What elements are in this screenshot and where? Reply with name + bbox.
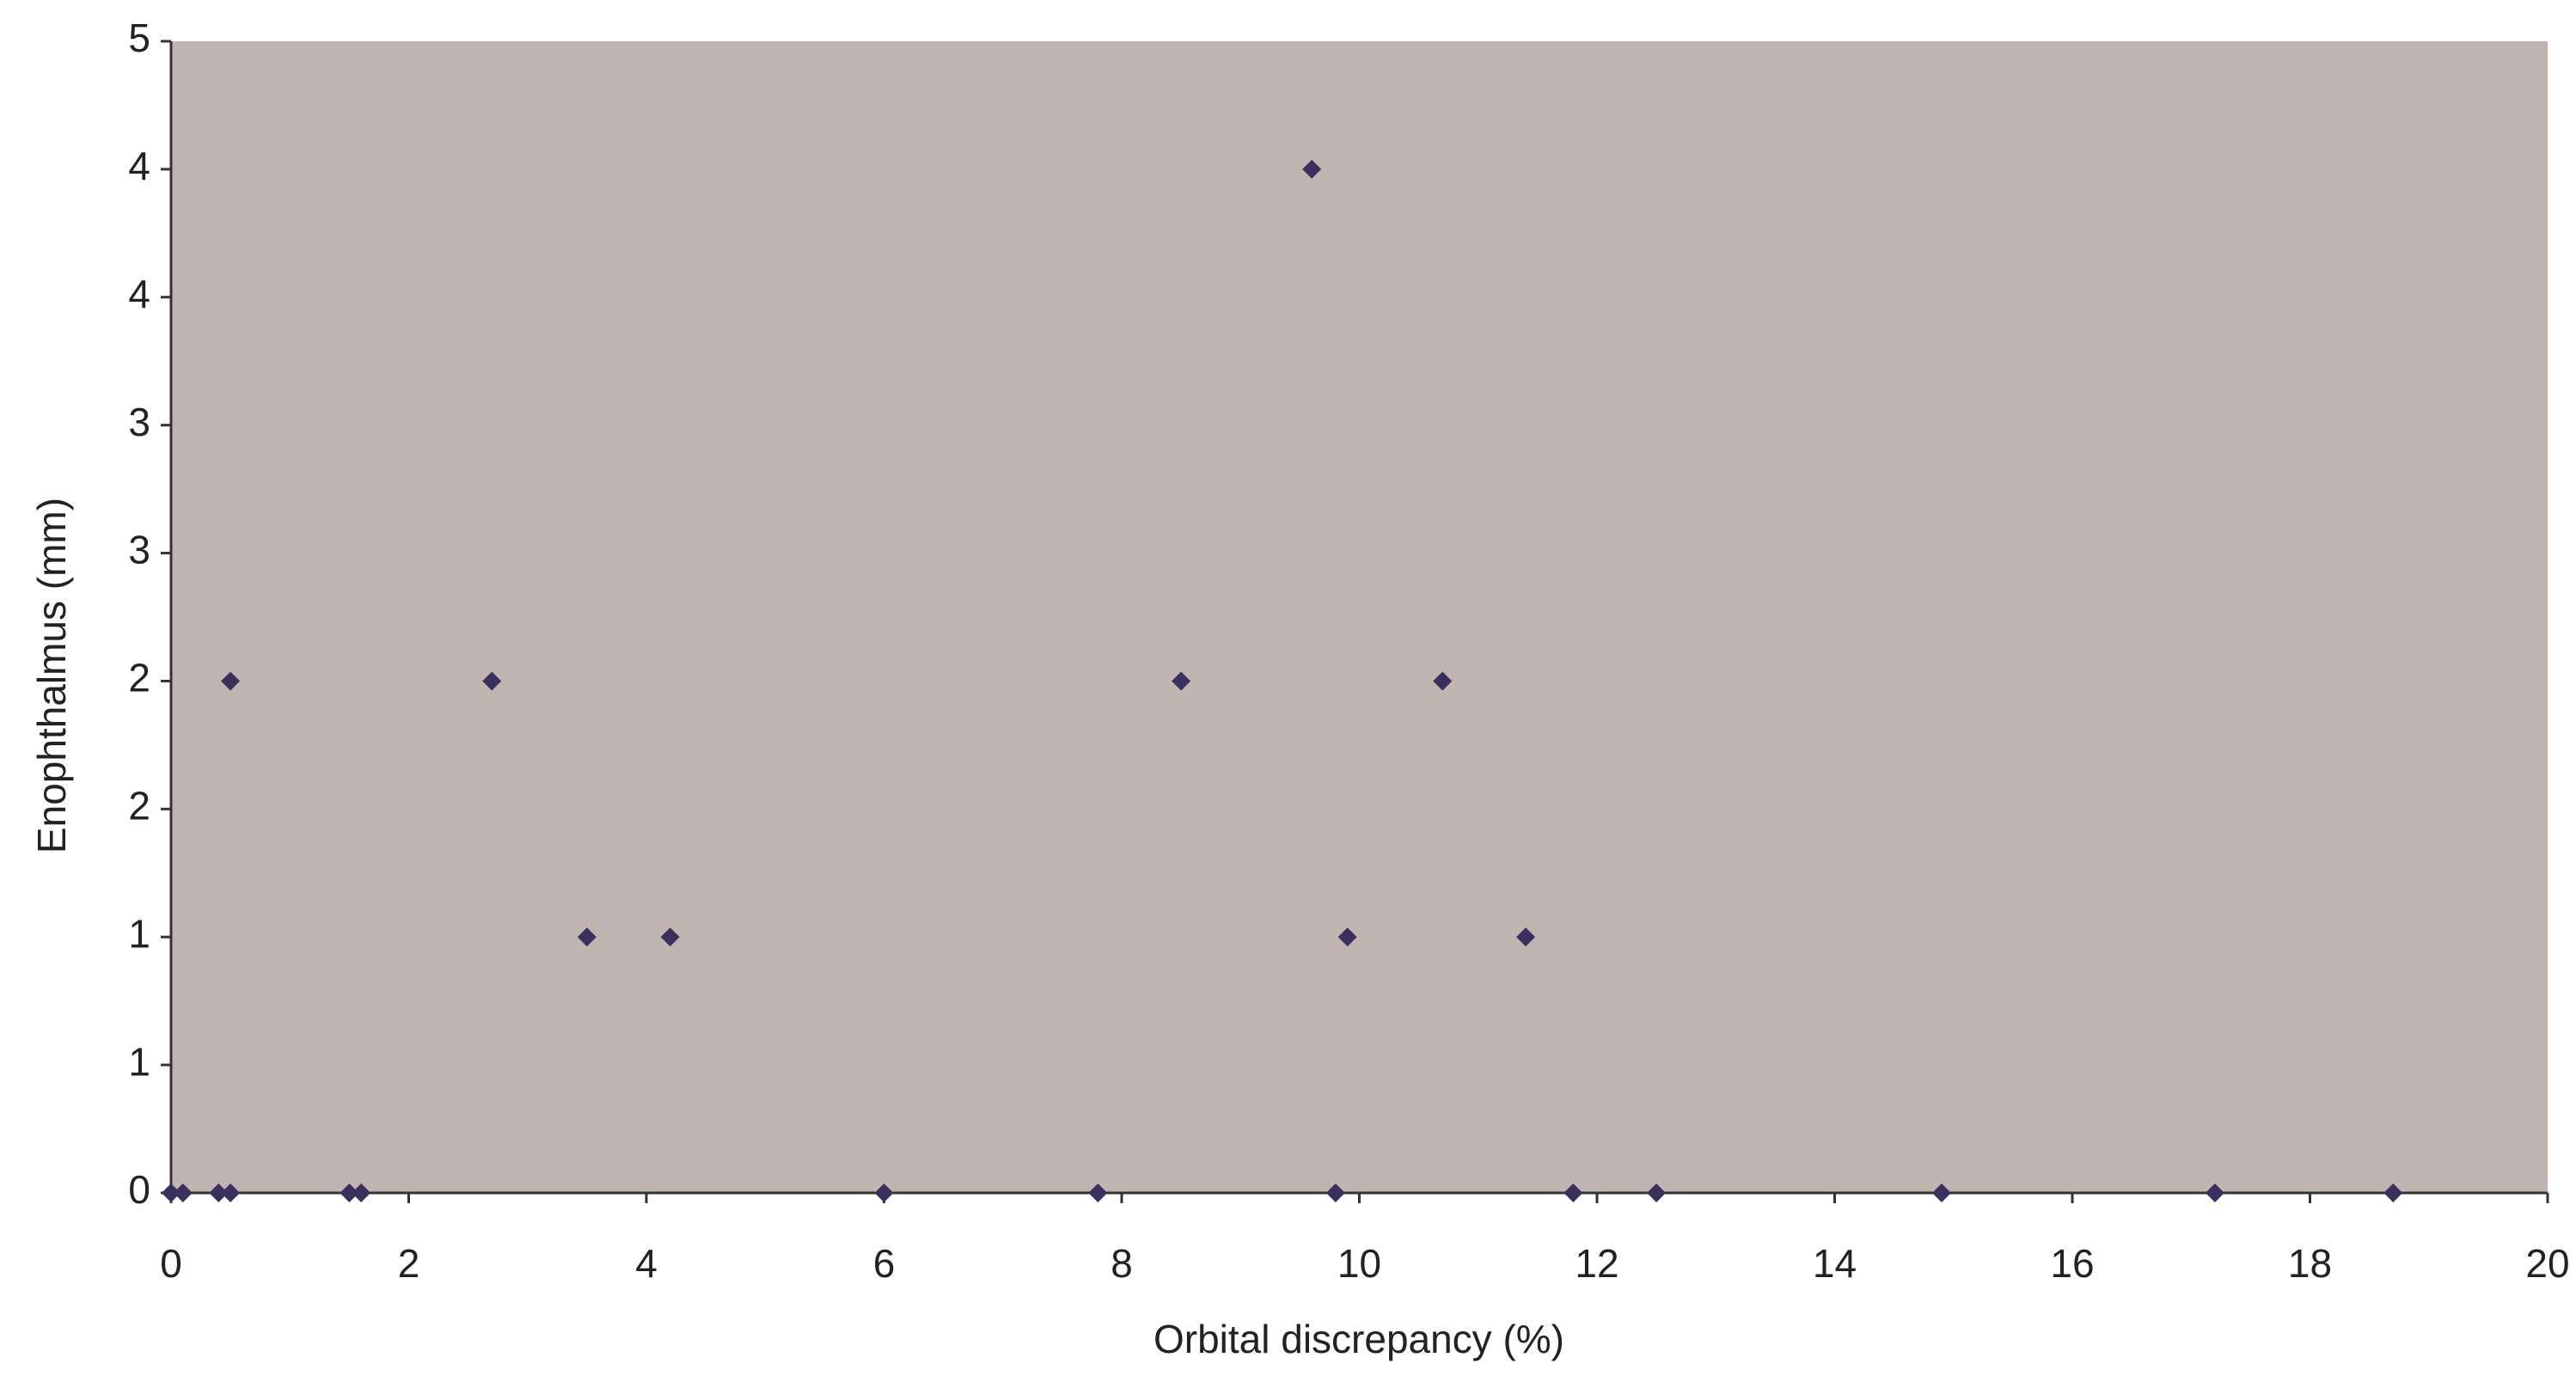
point bbox=[1302, 159, 1322, 179]
point bbox=[1172, 671, 1191, 691]
y-tick-label: 1 bbox=[128, 911, 150, 956]
y-tick-label: 3 bbox=[128, 400, 150, 444]
point bbox=[1516, 927, 1536, 947]
point bbox=[340, 1183, 359, 1202]
x-tick-label: 14 bbox=[1813, 1241, 1857, 1286]
point bbox=[874, 1183, 894, 1202]
x-tick-label: 6 bbox=[873, 1241, 896, 1286]
y-tick-label: 5 bbox=[128, 15, 150, 60]
point bbox=[577, 927, 597, 947]
point bbox=[352, 1183, 371, 1202]
point bbox=[221, 1183, 241, 1202]
point bbox=[482, 671, 502, 691]
point bbox=[1931, 1183, 1951, 1202]
point bbox=[173, 1183, 193, 1202]
x-tick-label: 0 bbox=[160, 1241, 182, 1286]
y-tick-label: 2 bbox=[128, 783, 150, 828]
x-tick-label: 8 bbox=[1111, 1241, 1133, 1286]
point bbox=[2205, 1183, 2224, 1202]
point bbox=[1088, 1183, 1108, 1202]
x-tick-label: 12 bbox=[1575, 1241, 1618, 1286]
y-tick-label: 4 bbox=[128, 144, 150, 188]
x-tick-label: 4 bbox=[635, 1241, 658, 1286]
x-tick-label: 20 bbox=[2525, 1241, 2569, 1286]
y-tick-label: 2 bbox=[128, 656, 150, 700]
point bbox=[660, 927, 680, 947]
x-tick-label: 2 bbox=[398, 1241, 420, 1286]
point bbox=[1433, 671, 1453, 691]
x-tick-label: 10 bbox=[1337, 1241, 1381, 1286]
x-tick-label: 18 bbox=[2288, 1241, 2332, 1286]
y-axis-label: Enophthalmus (mm) bbox=[29, 498, 74, 853]
plot-area bbox=[171, 41, 2548, 1193]
point bbox=[1647, 1183, 1667, 1202]
y-tick-label: 3 bbox=[128, 528, 150, 572]
y-tick-label: 4 bbox=[128, 272, 150, 316]
y-tick-label: 0 bbox=[128, 1167, 150, 1212]
point bbox=[209, 1183, 229, 1202]
point bbox=[1337, 927, 1357, 947]
x-axis-label: Orbital discrepancy (%) bbox=[1153, 1317, 1564, 1361]
point bbox=[1325, 1183, 1345, 1202]
point bbox=[162, 1183, 181, 1202]
y-tick-label: 1 bbox=[128, 1039, 150, 1084]
point bbox=[221, 671, 241, 691]
x-tick-label: 16 bbox=[2050, 1241, 2094, 1286]
point bbox=[1563, 1183, 1583, 1202]
point bbox=[2383, 1183, 2403, 1202]
